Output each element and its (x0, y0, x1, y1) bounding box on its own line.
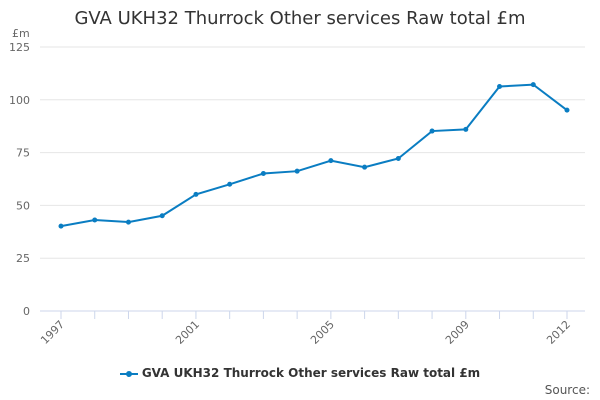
y-tick-label: 25 (16, 252, 30, 265)
x-tick-label: 1997 (38, 318, 67, 347)
y-tick-label: 50 (16, 199, 30, 212)
chart-title: GVA UKH32 Thurrock Other services Raw to… (74, 8, 526, 29)
data-point (362, 164, 368, 170)
data-point (497, 83, 503, 89)
data-point (227, 181, 233, 187)
data-point (328, 158, 334, 164)
data-point (260, 171, 266, 177)
data-point (193, 191, 199, 197)
y-tick-label: 75 (16, 147, 30, 160)
series-line (60, 83, 568, 228)
data-point (58, 223, 64, 229)
y-tick-label: 0 (23, 305, 30, 318)
data-point (564, 107, 570, 113)
data-point (294, 168, 300, 174)
data-point (125, 219, 131, 225)
data-point (159, 213, 165, 219)
x-tick-label: 2005 (308, 318, 337, 347)
data-point (530, 82, 536, 88)
legend-line-marker (119, 370, 138, 377)
data-point (395, 156, 401, 162)
y-axis-label: £m (12, 27, 30, 40)
y-tick-label: 125 (9, 41, 30, 54)
source-label: Source: (544, 383, 590, 397)
legend[interactable]: GVA UKH32 Thurrock Other services Raw to… (0, 366, 600, 380)
data-point (92, 217, 98, 223)
x-tick-label: 2009 (443, 318, 472, 347)
x-tick-label: 2012 (544, 318, 573, 347)
data-point (429, 128, 435, 134)
data-point (463, 126, 469, 132)
legend-label: GVA UKH32 Thurrock Other services Raw to… (141, 366, 481, 380)
x-tick-label: 2001 (173, 318, 202, 347)
y-tick-label: 100 (9, 94, 30, 107)
